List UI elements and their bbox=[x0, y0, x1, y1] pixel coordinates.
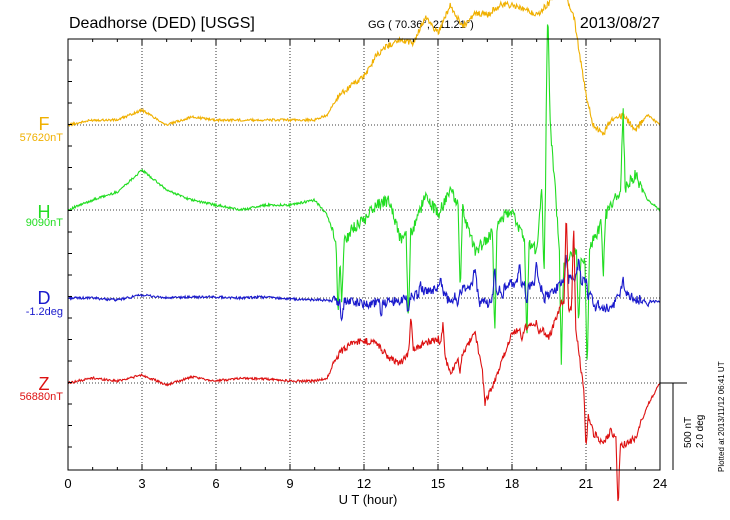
series-name-H: H bbox=[38, 202, 51, 222]
date-label: 2013/08/27 bbox=[580, 15, 660, 32]
series-baseline-F: 57620nT bbox=[20, 132, 64, 144]
x-tick-label: 15 bbox=[431, 476, 445, 491]
series-name-Z: Z bbox=[39, 374, 50, 394]
station-title: Deadhorse (DED) [USGS] bbox=[69, 15, 255, 32]
series-baseline-D: -1.2deg bbox=[26, 306, 63, 318]
series-baseline-H: 9090nT bbox=[26, 217, 64, 229]
x-axis: 0 3 6 9 12 15 18 21 24 bbox=[64, 39, 667, 491]
x-tick-label: 0 bbox=[64, 476, 71, 491]
x-tick-label: 18 bbox=[505, 476, 519, 491]
scale-bar: 500 nT 2.0 deg bbox=[660, 382, 706, 470]
series-line-H bbox=[67, 24, 661, 365]
x-tick-label: 21 bbox=[579, 476, 593, 491]
series-name-F: F bbox=[39, 114, 50, 134]
series-baseline-Z: 56880nT bbox=[20, 391, 64, 403]
series-line-Z bbox=[67, 222, 661, 502]
series-name-D: D bbox=[38, 288, 51, 308]
x-tick-label: 9 bbox=[286, 476, 293, 491]
series-line-D bbox=[67, 254, 661, 322]
series-group bbox=[67, 0, 661, 502]
scale-label-nt: 500 nT bbox=[683, 417, 694, 448]
x-axis-label: U T (hour) bbox=[339, 492, 398, 507]
plot-timestamp: Plotted at 2013/11/12 06:41 UT bbox=[717, 361, 726, 472]
scale-label-deg: 2.0 deg bbox=[695, 415, 706, 448]
x-tick-label: 12 bbox=[357, 476, 371, 491]
x-tick-label: 24 bbox=[653, 476, 667, 491]
x-tick-label: 6 bbox=[212, 476, 219, 491]
x-tick-label: 3 bbox=[138, 476, 145, 491]
series-line-F bbox=[67, 0, 661, 136]
